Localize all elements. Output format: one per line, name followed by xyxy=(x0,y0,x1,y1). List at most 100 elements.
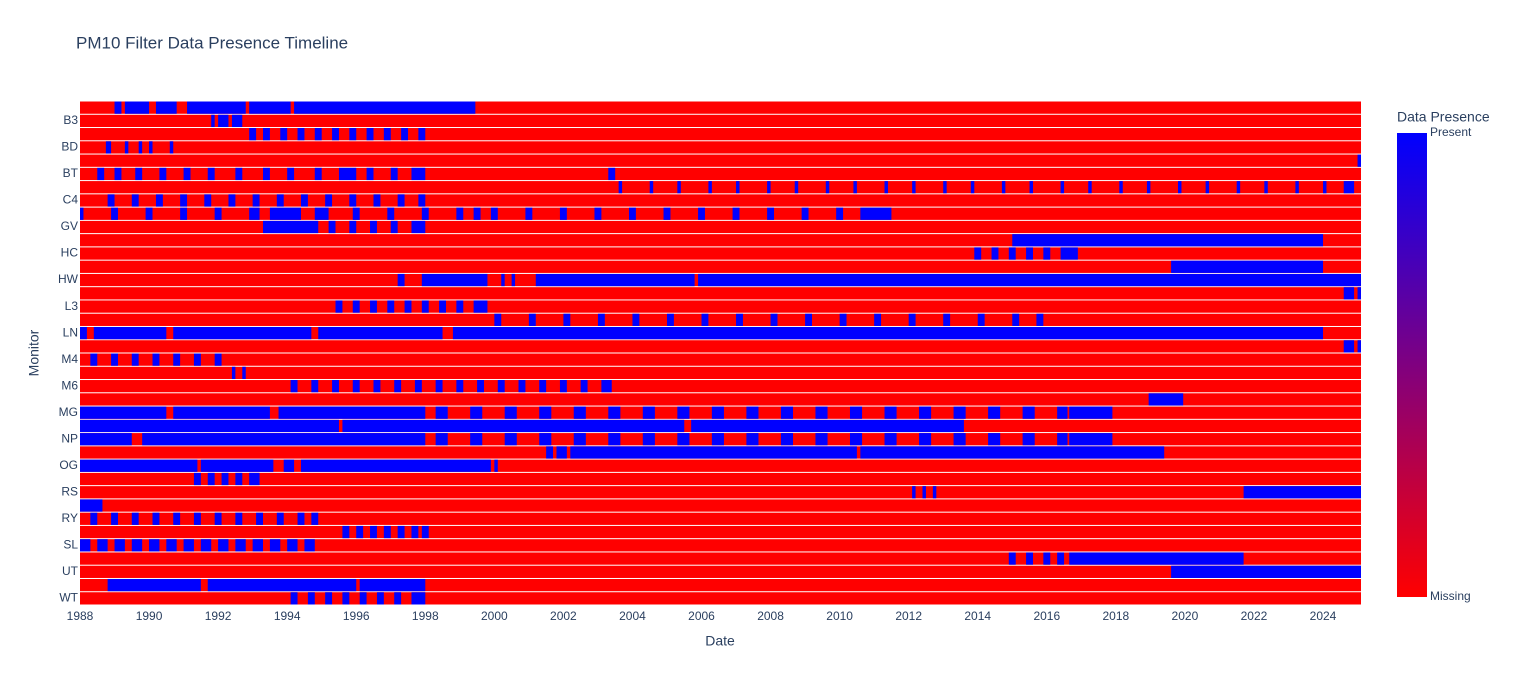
present-interval xyxy=(801,207,809,220)
x-tick-label: 2006 xyxy=(688,609,715,623)
y-tick-label: L3 xyxy=(65,299,79,313)
present-interval xyxy=(1343,340,1355,353)
present-interval xyxy=(304,539,315,552)
present-interval xyxy=(618,181,623,194)
present-interval xyxy=(214,207,222,220)
present-interval xyxy=(1036,313,1044,326)
present-interval xyxy=(932,486,937,499)
present-interval xyxy=(1001,181,1006,194)
present-interval xyxy=(1069,552,1244,565)
present-interval xyxy=(884,406,897,419)
present-interval xyxy=(80,419,339,433)
present-interval xyxy=(397,194,405,207)
present-interval xyxy=(390,167,398,181)
present-interval xyxy=(953,433,966,446)
present-interval xyxy=(456,300,464,313)
present-interval xyxy=(366,167,374,181)
present-interval xyxy=(314,207,329,220)
present-interval xyxy=(90,512,98,525)
missing-row xyxy=(80,525,1361,539)
x-tick-label: 1996 xyxy=(343,609,370,623)
present-interval xyxy=(366,128,374,141)
present-interval xyxy=(608,433,621,446)
present-interval xyxy=(394,380,402,393)
present-interval xyxy=(235,167,243,181)
present-interval xyxy=(691,419,964,433)
present-interval xyxy=(256,512,263,525)
present-interval xyxy=(497,380,505,393)
present-interval xyxy=(131,194,139,207)
present-interval xyxy=(187,101,246,114)
present-interval xyxy=(311,512,319,525)
present-interval xyxy=(698,273,1361,287)
present-interval xyxy=(539,406,552,419)
present-interval xyxy=(352,380,360,393)
y-tick-label: BT xyxy=(63,166,79,180)
x-tick-label: 2012 xyxy=(895,609,922,623)
present-interval xyxy=(1043,552,1051,565)
present-interval xyxy=(356,525,364,539)
present-interval xyxy=(131,539,143,552)
present-interval xyxy=(242,366,246,380)
missing-row xyxy=(80,114,1361,128)
present-interval xyxy=(1008,247,1016,260)
present-interval xyxy=(1171,565,1361,578)
present-interval xyxy=(1029,181,1033,194)
present-interval xyxy=(297,128,305,141)
present-interval xyxy=(770,313,778,326)
present-interval xyxy=(93,326,167,340)
present-interval xyxy=(200,459,274,472)
present-interval xyxy=(490,207,498,220)
present-interval xyxy=(970,181,975,194)
y-tick-label: HW xyxy=(58,272,79,286)
present-interval xyxy=(80,326,87,340)
present-interval xyxy=(397,273,405,287)
present-interval xyxy=(511,273,516,287)
present-interval xyxy=(152,512,160,525)
present-interval xyxy=(370,300,377,313)
x-tick-label: 2008 xyxy=(757,609,784,623)
present-interval xyxy=(677,406,690,419)
missing-row xyxy=(80,565,1361,578)
present-interval xyxy=(390,220,398,234)
present-interval xyxy=(193,512,201,525)
present-interval xyxy=(414,380,422,393)
present-interval xyxy=(608,167,616,181)
present-interval xyxy=(884,181,888,194)
present-interval xyxy=(649,181,654,194)
present-interval xyxy=(421,273,488,287)
present-interval xyxy=(80,406,167,419)
x-tick-label: 2022 xyxy=(1241,609,1268,623)
present-interval xyxy=(294,101,476,114)
present-interval xyxy=(559,380,567,393)
missing-row xyxy=(80,366,1361,380)
present-interval xyxy=(114,539,125,552)
present-interval xyxy=(573,406,586,419)
present-interval xyxy=(397,525,405,539)
missing-row xyxy=(80,128,1361,141)
present-interval xyxy=(884,433,897,446)
present-interval xyxy=(111,207,118,220)
x-tick-label: 2000 xyxy=(481,609,508,623)
missing-row xyxy=(80,340,1361,353)
present-interval xyxy=(263,167,270,181)
missing-row xyxy=(80,260,1361,273)
present-interval xyxy=(601,380,612,393)
present-interval xyxy=(1022,433,1035,446)
present-interval xyxy=(311,380,319,393)
present-interval xyxy=(698,207,705,220)
present-interval xyxy=(570,446,857,459)
x-tick-label: 2002 xyxy=(550,609,577,623)
present-interval xyxy=(849,433,863,446)
present-interval xyxy=(359,578,426,592)
x-tick-label: 2018 xyxy=(1102,609,1129,623)
present-interval xyxy=(376,592,384,605)
missing-row xyxy=(80,552,1361,565)
present-interval xyxy=(335,300,343,313)
missing-row xyxy=(80,154,1361,167)
present-interval xyxy=(874,313,882,326)
present-interval xyxy=(383,128,391,141)
present-interval xyxy=(107,194,115,207)
